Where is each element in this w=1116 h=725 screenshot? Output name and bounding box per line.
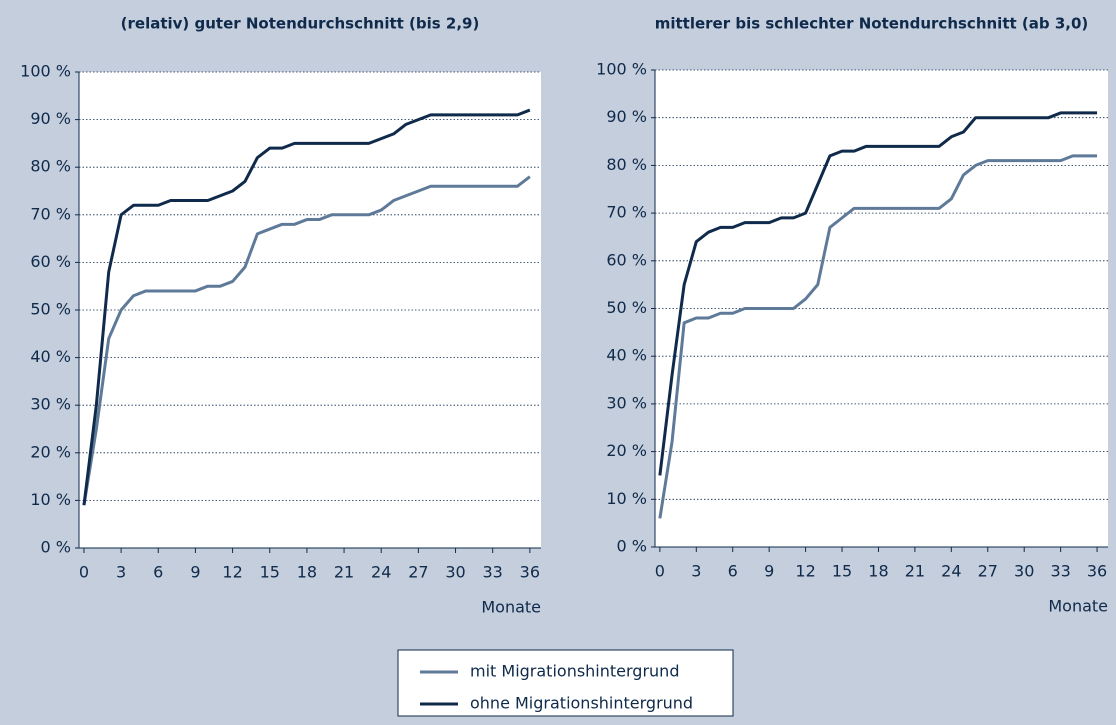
y-tick-label: 20 % — [30, 442, 71, 461]
x-tick-label: 24 — [941, 562, 961, 581]
x-tick-label: 9 — [190, 563, 200, 582]
x-tick-label: 15 — [832, 562, 852, 581]
x-tick-label: 36 — [1087, 562, 1107, 581]
y-tick-label: 40 % — [30, 347, 71, 366]
y-tick-label: 60 % — [30, 252, 71, 271]
y-tick-label: 50 % — [606, 298, 647, 317]
y-tick-label: 50 % — [30, 300, 71, 319]
x-tick-label: 27 — [408, 563, 428, 582]
line-series — [82, 175, 531, 506]
x-tick-label: 27 — [978, 562, 998, 581]
x-tick-label: 30 — [1014, 562, 1034, 581]
x-tick-label: 0 — [79, 563, 89, 582]
y-tick-label: 0 % — [617, 537, 647, 556]
y-tick-label: 10 % — [606, 489, 647, 508]
legend-label: ohne Migrationshintergrund — [470, 694, 693, 713]
x-tick-label: 33 — [483, 563, 503, 582]
y-tick-label: 30 % — [606, 393, 647, 412]
x-tick-label: 12 — [795, 562, 815, 581]
x-tick-label: 36 — [520, 563, 540, 582]
y-tick-label: 70 % — [606, 203, 647, 222]
chart-title: mittlerer bis schlechter Notendurchschni… — [655, 15, 1089, 33]
x-tick-label: 18 — [297, 563, 317, 582]
x-tick-label: 21 — [334, 563, 354, 582]
y-tick-label: 90 % — [30, 109, 71, 128]
line-series — [82, 108, 531, 506]
x-tick-label: 12 — [222, 563, 242, 582]
x-tick-label: 6 — [728, 562, 738, 581]
x-tick-label: 3 — [116, 563, 126, 582]
x-axis-label: Monate — [1048, 597, 1108, 616]
line-series — [658, 154, 1098, 519]
legend-label: mit Migrationshintergrund — [470, 662, 679, 681]
x-tick-label: 15 — [260, 563, 280, 582]
y-tick-label: 90 % — [606, 107, 647, 126]
x-tick-label: 0 — [655, 562, 665, 581]
y-tick-label: 40 % — [606, 346, 647, 365]
plot-area — [655, 70, 1108, 547]
x-tick-label: 21 — [905, 562, 925, 581]
y-tick-label: 100 % — [596, 60, 647, 79]
x-tick-label: 6 — [153, 563, 163, 582]
x-tick-label: 24 — [371, 563, 391, 582]
y-tick-label: 80 % — [30, 157, 71, 176]
chart-title: (relativ) guter Notendurchschnitt (bis 2… — [121, 15, 480, 33]
line-series — [658, 111, 1098, 476]
y-tick-label: 60 % — [606, 250, 647, 269]
y-tick-label: 20 % — [606, 441, 647, 460]
y-tick-label: 100 % — [20, 62, 71, 81]
x-tick-label: 3 — [691, 562, 701, 581]
y-tick-label: 30 % — [30, 395, 71, 414]
y-tick-label: 80 % — [606, 155, 647, 174]
y-tick-label: 70 % — [30, 204, 71, 223]
x-tick-label: 18 — [868, 562, 888, 581]
x-axis-label: Monate — [481, 598, 541, 617]
x-tick-label: 33 — [1050, 562, 1070, 581]
x-tick-label: 9 — [764, 562, 774, 581]
y-tick-label: 0 % — [41, 538, 71, 557]
x-tick-label: 30 — [445, 563, 465, 582]
y-tick-label: 10 % — [30, 490, 71, 509]
